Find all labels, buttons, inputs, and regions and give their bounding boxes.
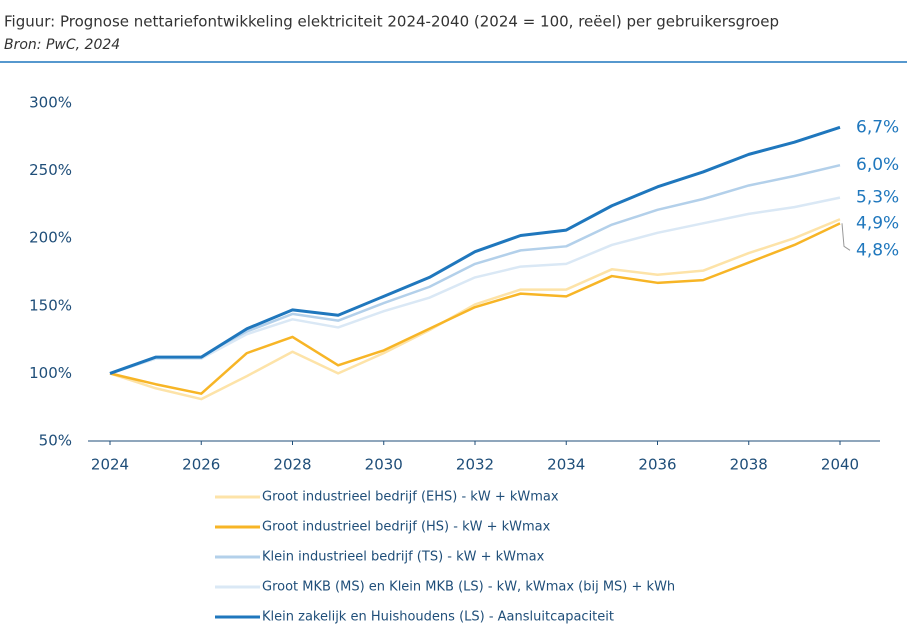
end-label: 4,9%: [856, 213, 899, 233]
x-tick-label: 2040: [821, 456, 859, 474]
end-label: 6,7%: [856, 117, 899, 137]
chart-title: Figuur: Prognose nettariefontwikkeling e…: [4, 13, 779, 31]
series-line: [109, 222, 841, 395]
x-tick-label: 2030: [365, 456, 403, 474]
x-tick-label: 2026: [182, 456, 220, 474]
series-line: [109, 163, 841, 375]
series-line: [109, 218, 841, 401]
end-label: 5,3%: [856, 188, 899, 208]
legend-label: Groot industrieel bedrijf (HS) - kW + kW…: [262, 520, 551, 535]
series-line: [109, 196, 841, 375]
chart-subtitle: Bron: PwC, 2024: [4, 37, 120, 53]
y-tick-label: 250%: [29, 161, 72, 179]
y-tick-label: 300%: [29, 94, 72, 112]
x-tick-label: 2036: [638, 456, 676, 474]
leader-line: [841, 223, 851, 251]
end-label: 4,8%: [856, 240, 899, 260]
x-tick-label: 2038: [730, 456, 768, 474]
legend-label: Groot industrieel bedrijf (EHS) - kW + k…: [262, 490, 559, 505]
y-tick-label: 50%: [39, 432, 72, 450]
legend-label: Groot MKB (MS) en Klein MKB (LS) - kW, k…: [262, 580, 675, 595]
y-tick-label: 150%: [29, 296, 72, 314]
x-tick-label: 2034: [547, 456, 585, 474]
x-tick-label: 2032: [456, 456, 494, 474]
end-label: 6,0%: [856, 155, 899, 175]
y-tick-label: 100%: [29, 364, 72, 382]
legend-label: Klein industrieel bedrijf (TS) - kW + kW…: [262, 550, 545, 565]
legend-label: Klein zakelijk en Huishoudens (LS) - Aan…: [262, 610, 614, 624]
x-tick-label: 2024: [91, 456, 129, 474]
y-tick-label: 200%: [29, 229, 72, 247]
series-line: [109, 125, 841, 375]
x-tick-label: 2028: [273, 456, 311, 474]
